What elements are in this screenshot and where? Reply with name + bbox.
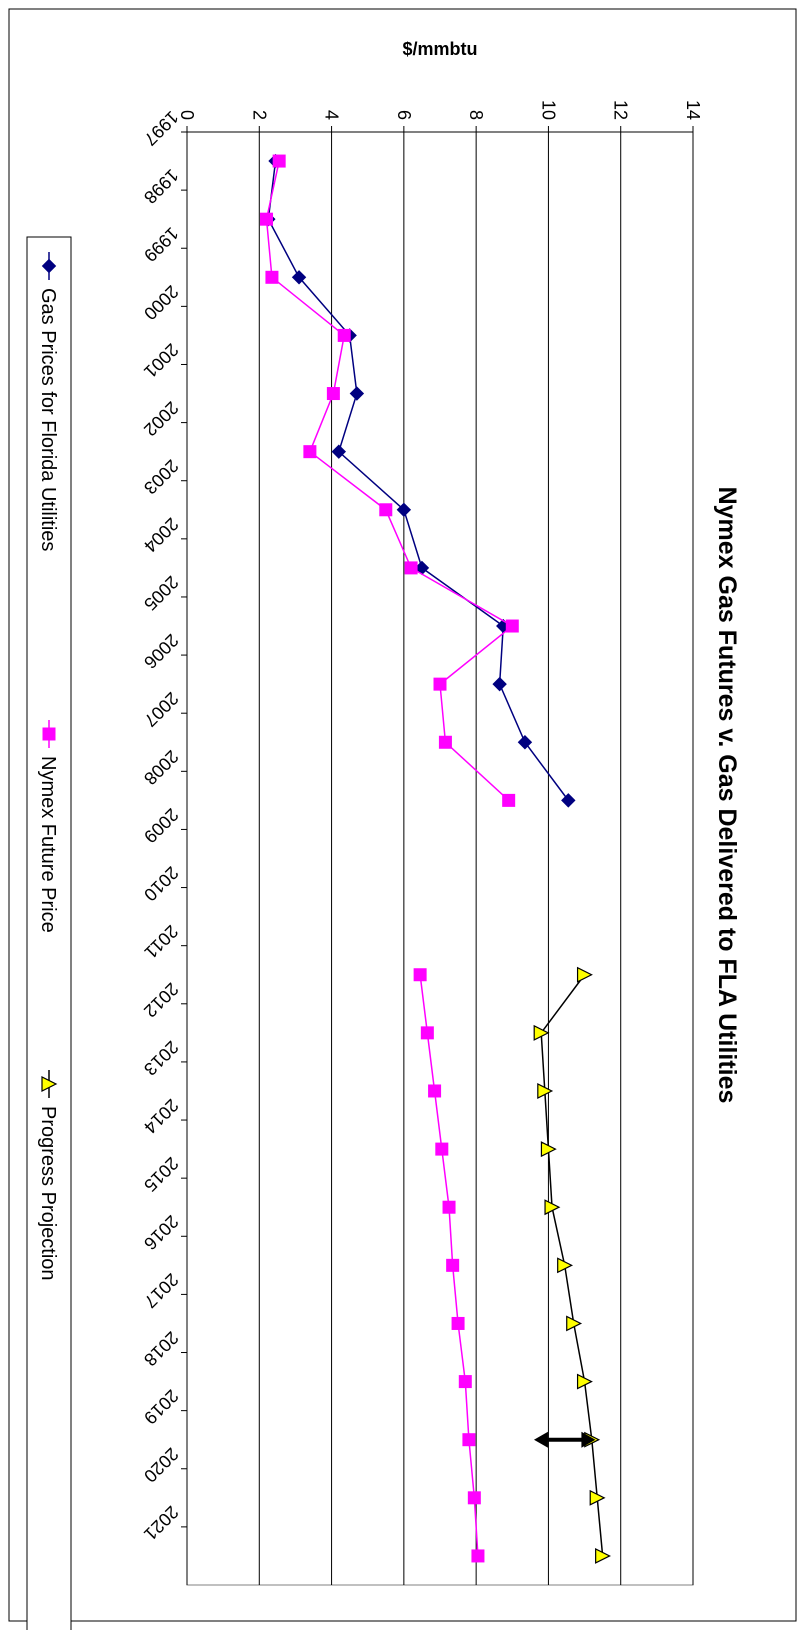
legend: Gas Prices for Florida Utilities Nymex Fu… [37,252,59,1281]
series-0 [261,153,576,808]
data-point [467,1491,481,1505]
data-point [561,793,576,808]
data-point [326,387,340,401]
legend-box [26,236,72,1630]
legend-marker [42,727,56,741]
plot-area [186,131,694,1586]
legend-label: Progress Projection [37,1106,59,1281]
data-point [576,966,593,983]
data-point [291,270,307,285]
legend-marker [41,1076,58,1092]
data-point [438,735,452,749]
data-point [540,1141,557,1158]
series-2 [533,966,611,1564]
data-point [462,1433,476,1447]
y-axis-title: $/mmbtu [402,39,477,59]
grid-lines [258,132,694,1585]
data-point [557,1257,574,1274]
y-tick-label: 4 [322,110,342,120]
data-point [420,1026,434,1040]
data-point [404,561,418,575]
data-point [331,444,347,459]
data-point [272,154,286,168]
chart-title: Nymex Gas Futures v. Gas Delivered to FL… [713,487,741,1104]
data-point [433,677,447,691]
y-tick-label: 8 [466,110,486,120]
legend-label: Gas Prices for Florida Utilities [37,288,59,551]
data-point [428,1084,442,1098]
data-point [471,1549,485,1563]
y-tick-label: 10 [538,100,558,120]
chart-rotated-group: 0 2 4 6 8 10 12 14 1997199819992000200120022003… [26,39,741,1630]
data-point [492,676,507,692]
data-point [566,1315,583,1332]
data-point [517,735,533,750]
y-tick-label: 12 [611,100,631,120]
series-1 [260,154,519,1563]
data-point [589,1489,606,1506]
data-point [537,1083,554,1099]
annotation-arrow-head [581,1431,596,1448]
y-tick-label: 14 [683,100,703,120]
data-point [505,619,519,633]
data-point [396,502,412,517]
data-point [544,1199,561,1216]
legend-item-2: Progress Projection [37,1070,59,1281]
data-point [446,1258,460,1272]
data-point [265,270,279,284]
data-point [533,1024,550,1041]
legend-marker [41,258,57,274]
y-axis: 0 2 4 6 8 10 12 14 [177,100,703,133]
data-point [442,1200,456,1214]
y-tick-label: 0 [177,110,197,120]
data-point [595,1547,611,1564]
series-layer [260,153,611,1564]
data-point [260,212,274,226]
series-line [265,160,514,801]
annotation-layer [533,1431,596,1448]
data-point [451,1316,465,1330]
data-point [502,793,516,807]
annotation-arrow-head [533,1431,548,1448]
series-line [267,160,569,801]
legend-item-1: Nymex Future Price [37,720,59,933]
data-point [435,1142,449,1156]
data-point [458,1375,472,1389]
legend-label: Nymex Future Price [37,756,59,933]
data-point [413,968,427,982]
data-point [379,503,393,517]
y-tick-label: 6 [394,110,414,120]
data-point [303,445,317,459]
data-point [337,328,351,342]
data-point [349,386,365,401]
y-tick-label: 2 [249,110,269,120]
legend-item-0: Gas Prices for Florida Utilities [37,252,59,551]
data-point [576,1373,593,1390]
